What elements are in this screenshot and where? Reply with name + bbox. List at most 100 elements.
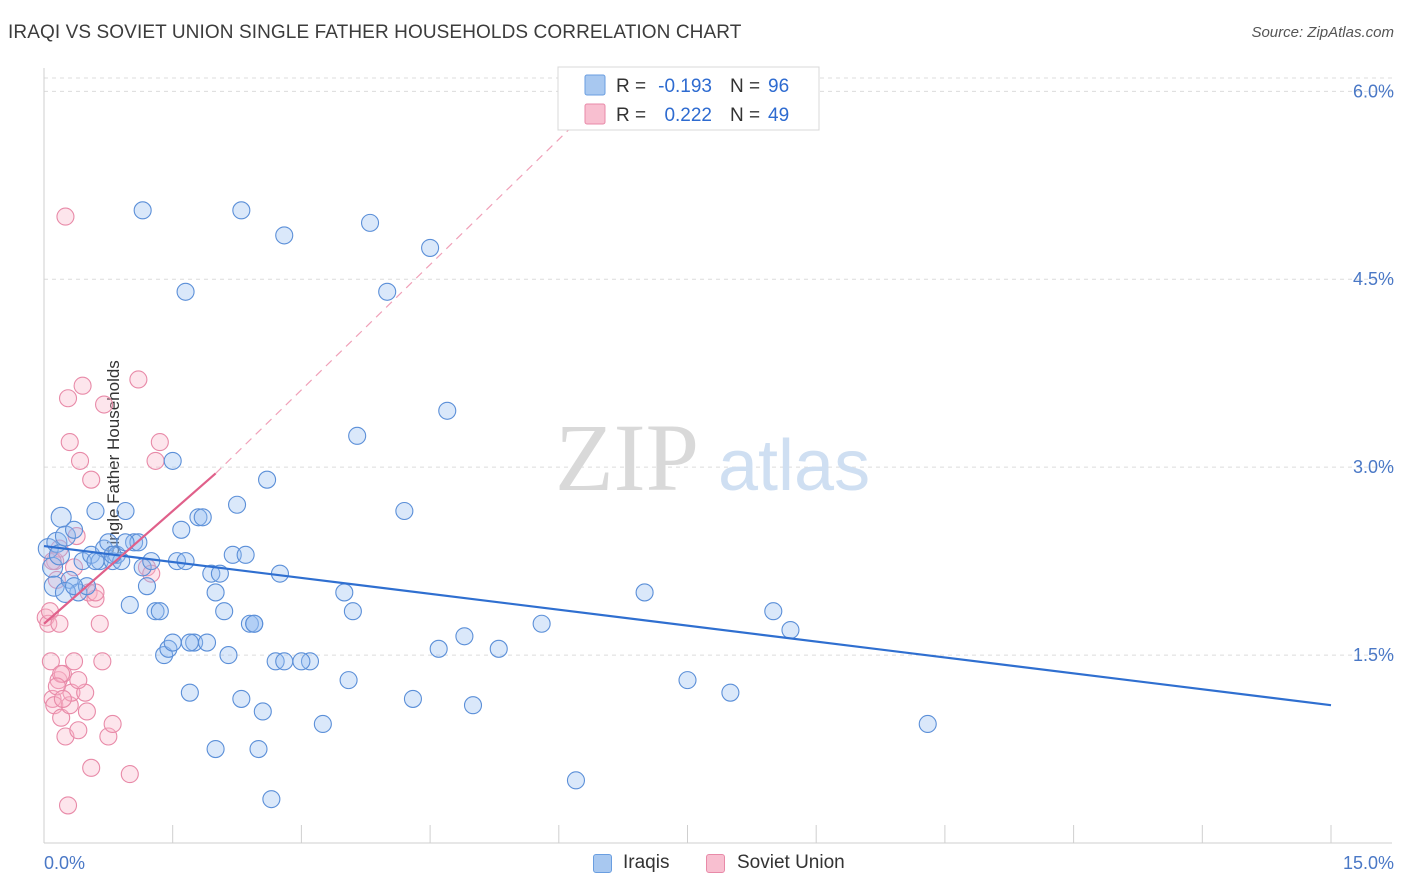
axes bbox=[43, 68, 1392, 844]
point-iraqis bbox=[146, 602, 165, 621]
legend-label-iraqis: Iraqis bbox=[623, 852, 670, 873]
point-iraqis bbox=[163, 633, 182, 652]
watermark-atlas: atlas bbox=[718, 426, 870, 506]
point-iraqis bbox=[64, 577, 84, 596]
point-soviet bbox=[150, 433, 169, 452]
trend-line-soviet bbox=[43, 472, 217, 625]
point-iraqis bbox=[180, 683, 199, 702]
point-iraqis bbox=[918, 714, 937, 734]
point-iraqis bbox=[339, 671, 358, 690]
tick-labels: 1.5% 3.0% 4.5% 6.0% 0.0% 15.0% bbox=[44, 81, 1394, 873]
legend-n-label: N = bbox=[730, 105, 760, 126]
point-iraqis bbox=[721, 683, 740, 702]
point-iraqis bbox=[335, 583, 354, 602]
point-iraqis bbox=[116, 501, 135, 521]
x-tick-label: 0.0% bbox=[44, 853, 85, 873]
point-iraqis bbox=[42, 556, 64, 578]
point-soviet bbox=[47, 570, 66, 589]
point-iraqis bbox=[232, 689, 251, 708]
point-soviet bbox=[82, 470, 101, 489]
point-iraqis bbox=[172, 520, 191, 539]
point-soviet bbox=[69, 721, 88, 740]
point-iraqis bbox=[163, 451, 182, 470]
point-iraqis bbox=[54, 581, 76, 603]
point-iraqis bbox=[219, 646, 238, 665]
legend-box: R = -0.193 N = 96 R = 0.222 N = 49 bbox=[557, 66, 820, 131]
point-soviet bbox=[95, 395, 114, 414]
point-iraqis bbox=[120, 595, 139, 615]
point-iraqis bbox=[463, 696, 483, 715]
trend-line-soviet-extension bbox=[215, 97, 603, 474]
point-iraqis bbox=[228, 495, 247, 514]
point-iraqis bbox=[635, 583, 654, 602]
point-iraqis bbox=[275, 226, 294, 245]
point-soviet bbox=[58, 796, 78, 815]
x-tick-label: 15.0% bbox=[1343, 853, 1394, 873]
point-iraqis bbox=[421, 238, 440, 257]
watermark: ZIP atlas bbox=[555, 404, 870, 511]
point-iraqis bbox=[313, 714, 332, 734]
point-soviet bbox=[50, 614, 69, 633]
legend-swatch bbox=[584, 74, 606, 96]
point-soviet bbox=[77, 702, 96, 721]
point-soviet bbox=[53, 689, 72, 708]
point-iraqis bbox=[275, 652, 294, 671]
point-soviet bbox=[60, 433, 79, 452]
point-iraqis bbox=[54, 525, 76, 547]
point-soviet bbox=[73, 376, 92, 395]
point-soviet bbox=[52, 708, 71, 727]
point-soviet bbox=[90, 614, 109, 633]
point-soviet bbox=[93, 652, 112, 671]
legend-r-label: R = bbox=[616, 105, 646, 126]
point-iraqis bbox=[197, 633, 217, 652]
legend-n-value: 96 bbox=[768, 76, 789, 97]
point-iraqis bbox=[240, 614, 259, 633]
point-iraqis bbox=[262, 790, 281, 809]
legend-swatch-soviet bbox=[706, 854, 725, 873]
point-iraqis bbox=[292, 652, 311, 671]
point-iraqis bbox=[245, 614, 264, 633]
trend-lines bbox=[43, 97, 1332, 707]
point-iraqis bbox=[429, 639, 448, 658]
point-iraqis bbox=[193, 508, 212, 527]
point-iraqis bbox=[180, 633, 199, 652]
point-iraqis bbox=[133, 201, 152, 220]
point-iraqis bbox=[455, 627, 474, 646]
point-soviet bbox=[43, 552, 62, 571]
point-iraqis bbox=[137, 577, 157, 596]
y-tick-label: 1.5% bbox=[1353, 645, 1394, 665]
point-iraqis bbox=[185, 633, 204, 652]
legend-swatch-iraqis bbox=[593, 854, 612, 873]
point-iraqis bbox=[258, 470, 277, 489]
point-iraqis bbox=[249, 739, 268, 759]
point-soviet bbox=[103, 714, 122, 734]
point-soviet bbox=[69, 671, 88, 690]
point-iraqis bbox=[206, 739, 225, 759]
y-tick-label: 3.0% bbox=[1353, 457, 1394, 477]
point-soviet bbox=[70, 451, 90, 470]
point-iraqis bbox=[223, 545, 242, 564]
point-iraqis bbox=[232, 201, 251, 220]
point-soviet bbox=[56, 207, 75, 226]
point-iraqis bbox=[176, 282, 195, 301]
point-iraqis bbox=[343, 602, 362, 621]
legend-label-soviet: Soviet Union bbox=[737, 852, 845, 873]
point-iraqis bbox=[253, 702, 272, 721]
point-iraqis bbox=[48, 544, 70, 566]
point-soviet bbox=[58, 389, 78, 408]
point-iraqis bbox=[348, 426, 367, 445]
point-iraqis bbox=[764, 602, 783, 621]
point-iraqis bbox=[86, 501, 105, 521]
point-iraqis bbox=[360, 213, 380, 232]
point-soviet bbox=[82, 758, 101, 777]
legend-n-label: N = bbox=[730, 76, 760, 97]
point-iraqis bbox=[215, 602, 234, 621]
point-iraqis bbox=[403, 689, 422, 708]
point-soviet bbox=[146, 451, 165, 470]
point-iraqis bbox=[438, 401, 457, 420]
point-iraqis bbox=[206, 583, 225, 602]
point-iraqis bbox=[189, 508, 208, 527]
point-iraqis bbox=[236, 545, 255, 564]
point-soviet bbox=[64, 652, 84, 671]
chart-source: Source: ZipAtlas.com bbox=[1251, 24, 1394, 41]
